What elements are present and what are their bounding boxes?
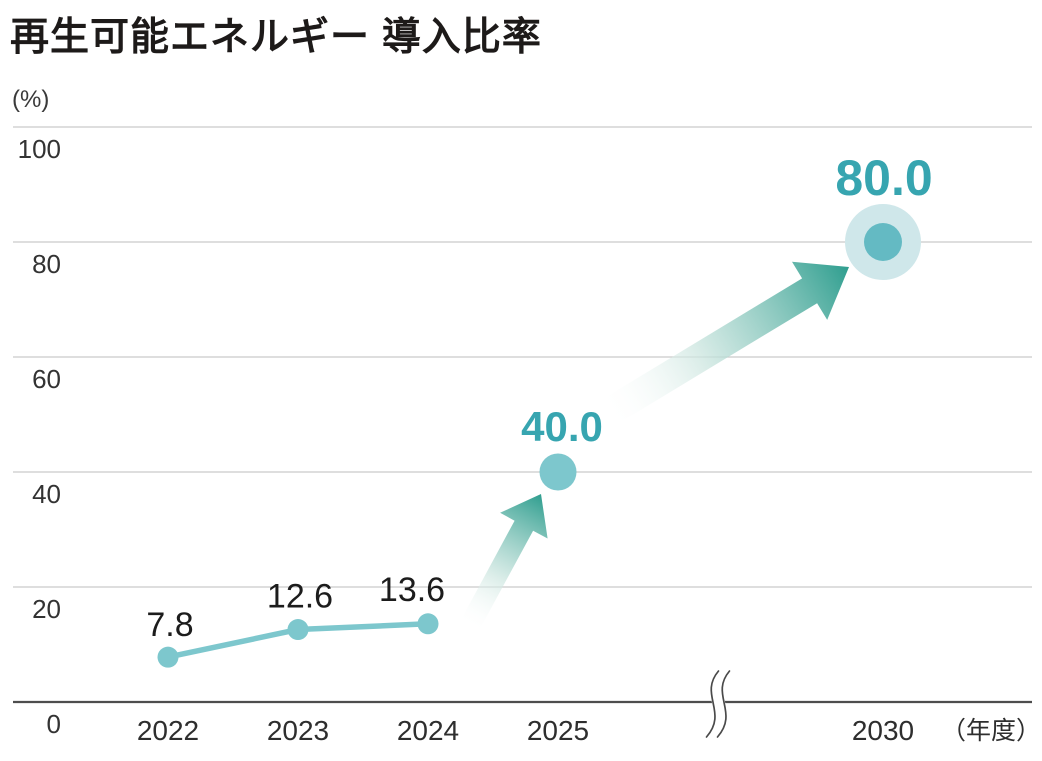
y-tick-label-80: 80 — [32, 249, 61, 279]
value-label-2022: 7.8 — [146, 606, 193, 644]
growth-arrow-2025-to-2030 — [598, 261, 849, 427]
x-tick-label-2022: 2022 — [137, 715, 199, 746]
axis-break-wave-2 — [716, 670, 731, 738]
x-tick-label-2024: 2024 — [397, 715, 459, 746]
data-point-2030 — [864, 223, 902, 261]
axis-break-wave-1 — [705, 670, 720, 738]
page-title: 再生可能エネルギー 導入比率 — [10, 16, 542, 59]
data-point-2022 — [157, 646, 179, 668]
growth-arrow-2024-to-2025 — [459, 494, 548, 632]
axis-break-mask — [706, 666, 730, 742]
data-point-2024 — [417, 613, 439, 635]
x-tick-label-2030: 2030 — [852, 715, 914, 746]
value-label-2030: 80.0 — [835, 150, 932, 206]
y-tick-label-40: 40 — [32, 479, 61, 509]
x-tick-label-2025: 2025 — [527, 715, 589, 746]
value-label-2025: 40.0 — [521, 403, 603, 450]
value-label-2023: 12.6 — [267, 578, 333, 616]
y-tick-label-60: 60 — [32, 364, 61, 394]
data-point-2023 — [287, 619, 309, 641]
y-tick-label-20: 20 — [32, 594, 61, 624]
x-axis-unit-label: （年度） — [941, 717, 1041, 745]
y-tick-label-100: 100 — [18, 134, 61, 164]
y-axis-unit-label: (%) — [12, 86, 50, 113]
data-point-2025 — [539, 453, 577, 491]
x-tick-label-2023: 2023 — [267, 715, 329, 746]
value-label-2024: 13.6 — [379, 571, 445, 609]
y-tick-label-0: 0 — [47, 709, 61, 739]
